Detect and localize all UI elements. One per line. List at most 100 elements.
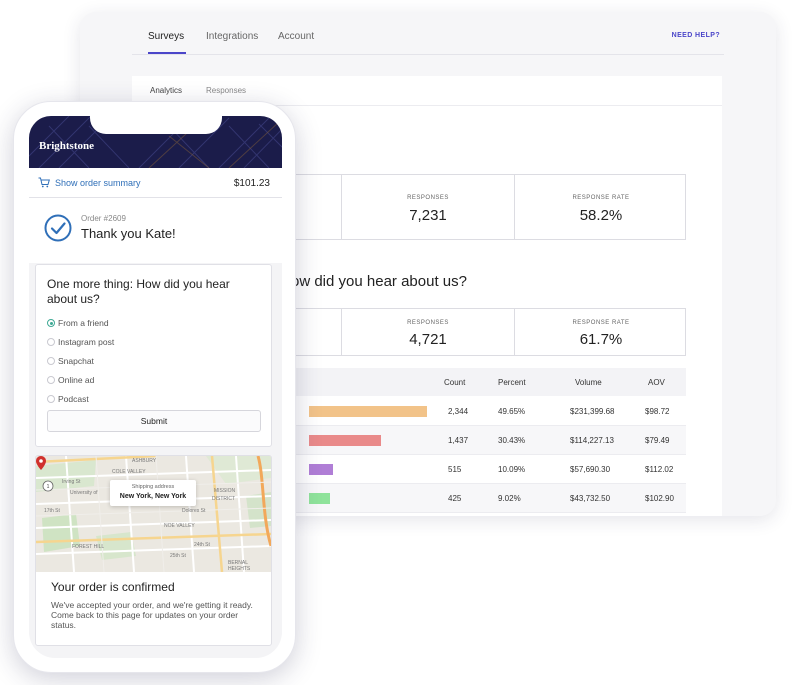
confirmation-text: We've accepted your order, and we're get… bbox=[51, 600, 253, 630]
brand-header: Brightstone bbox=[29, 116, 282, 168]
phone-mockup: Brightstone Show order summary $101.23 O… bbox=[13, 101, 296, 673]
phone-screen: Brightstone Show order summary $101.23 O… bbox=[29, 116, 282, 658]
submit-button[interactable]: Submit bbox=[47, 410, 261, 432]
need-help-link[interactable]: NEED HELP? bbox=[671, 32, 720, 39]
share-bar bbox=[309, 406, 427, 417]
map-graphic: ASHBURY COLE VALLEY Irving St University… bbox=[36, 456, 271, 572]
column-volume[interactable]: Volume bbox=[575, 378, 602, 387]
cell-volume: $57,690.30 bbox=[570, 465, 611, 474]
tab-integrations[interactable]: Integrations bbox=[206, 31, 259, 42]
radio-selected-icon[interactable] bbox=[47, 319, 55, 327]
map-label: ASHBURY bbox=[132, 458, 157, 464]
survey-card: One more thing: How did you hear about u… bbox=[35, 264, 272, 447]
radio-icon[interactable] bbox=[47, 395, 55, 403]
map-label: DISTRICT bbox=[212, 496, 235, 502]
stat-responses: RESPONSES 7,231 bbox=[342, 175, 515, 239]
confirmation-title: Your order is confirmed bbox=[51, 580, 175, 594]
radio-icon[interactable] bbox=[47, 357, 55, 365]
stat-label: RESPONSES bbox=[407, 195, 449, 201]
thank-you-message: Thank you Kate! bbox=[81, 226, 176, 241]
subtab-analytics[interactable]: Analytics bbox=[150, 86, 183, 95]
map-label: BERNAL bbox=[228, 560, 248, 566]
subtabs: Analytics Responses bbox=[132, 76, 722, 106]
radio-icon[interactable] bbox=[47, 376, 55, 384]
radio-icon[interactable] bbox=[47, 338, 55, 346]
stat-label: RESPONSE RATE bbox=[572, 320, 630, 326]
show-order-summary-link[interactable]: Show order summary bbox=[55, 178, 141, 188]
map-label: 24th St bbox=[194, 542, 210, 548]
order-number: Order #2609 bbox=[81, 214, 126, 223]
order-confirmation-card: ASHBURY COLE VALLEY Irving St University… bbox=[35, 455, 272, 646]
cell-percent: 9.02% bbox=[498, 494, 521, 503]
cell-aov: $112.02 bbox=[645, 465, 674, 474]
map-label: MISSION bbox=[214, 488, 236, 494]
cell-percent: 10.09% bbox=[498, 465, 526, 474]
phone-notch bbox=[90, 116, 222, 134]
stat-value: 61.7% bbox=[579, 331, 623, 348]
stat-value: 58.2% bbox=[579, 207, 623, 224]
survey-option-label: Snapchat bbox=[58, 356, 94, 366]
share-bar bbox=[309, 493, 330, 504]
table-row: 2,344 49.65% $231,399.68 $98.72 bbox=[230, 397, 686, 426]
stat-cell-hidden bbox=[231, 309, 342, 355]
stat-response-rate: RESPONSE RATE 58.2% bbox=[515, 175, 687, 239]
cell-count: 515 bbox=[448, 465, 462, 474]
stat-value: 4,721 bbox=[409, 331, 447, 348]
map-label: University of bbox=[70, 490, 98, 496]
shipping-address-value: New York, New York bbox=[119, 493, 187, 500]
survey-question: One more thing: How did you hear about u… bbox=[47, 277, 230, 306]
table-row: 515 10.09% $57,690.30 $112.02 bbox=[230, 455, 686, 484]
map-label: 25th St bbox=[170, 553, 186, 559]
shipping-address-tooltip: Shipping address New York, New York bbox=[110, 480, 196, 506]
map-pin-icon bbox=[36, 456, 46, 470]
cell-percent: 49.65% bbox=[498, 407, 526, 416]
stat-responses: RESPONSES 4,721 bbox=[342, 309, 515, 355]
brand-logo: Brightstone bbox=[39, 140, 94, 152]
map-label: HEIGHTS bbox=[228, 566, 251, 572]
survey-option-label: Online ad bbox=[58, 375, 95, 385]
stat-label: RESPONSES bbox=[407, 320, 449, 326]
order-total: $101.23 bbox=[233, 178, 270, 189]
tab-account[interactable]: Account bbox=[278, 31, 315, 42]
order-summary-bar[interactable]: Show order summary $101.23 bbox=[29, 168, 282, 198]
column-percent[interactable]: Percent bbox=[498, 378, 526, 387]
map-label: Irving St bbox=[62, 479, 81, 485]
map-label: NOE VALLEY bbox=[164, 523, 195, 529]
survey-option-label: Podcast bbox=[58, 394, 89, 404]
stat-value: 7,231 bbox=[409, 207, 447, 224]
cell-count: 425 bbox=[448, 494, 462, 503]
table-header: Count Percent Volume AOV bbox=[230, 368, 686, 396]
cell-volume: $114,227.13 bbox=[570, 436, 614, 445]
svg-text:1: 1 bbox=[47, 484, 50, 490]
survey-option-label: Instagram post bbox=[58, 337, 115, 347]
map-label: 17th St bbox=[44, 508, 60, 514]
cell-count: 2,344 bbox=[448, 407, 469, 416]
shipping-address-label: Shipping address bbox=[131, 484, 175, 490]
subtab-responses[interactable]: Responses bbox=[206, 86, 247, 95]
header-pattern bbox=[29, 116, 282, 168]
share-bar bbox=[309, 464, 333, 475]
overview-stats: RESPONSES 7,231 RESPONSE RATE 58.2% bbox=[230, 174, 686, 240]
nav-divider bbox=[132, 54, 724, 55]
survey-option-label: From a friend bbox=[58, 318, 109, 328]
share-bar bbox=[309, 435, 381, 446]
active-tab-indicator bbox=[148, 52, 186, 54]
thank-you-section: Order #2609 Thank you Kate! bbox=[29, 198, 282, 263]
column-aov[interactable]: AOV bbox=[648, 378, 665, 387]
top-navigation: Surveys Integrations Account NEED HELP? bbox=[80, 12, 776, 56]
cell-percent: 30.43% bbox=[498, 436, 526, 445]
stat-response-rate: RESPONSE RATE 61.7% bbox=[515, 309, 687, 355]
tab-surveys[interactable]: Surveys bbox=[148, 31, 185, 42]
cart-icon bbox=[38, 177, 50, 188]
map-label: FOREST HILL bbox=[72, 544, 104, 550]
map-label: COLE VALLEY bbox=[112, 469, 146, 475]
stat-cell-hidden bbox=[231, 175, 342, 239]
cell-aov: $102.90 bbox=[645, 494, 674, 503]
shipping-map[interactable]: ASHBURY COLE VALLEY Irving St University… bbox=[36, 456, 271, 572]
check-circle-icon bbox=[44, 214, 72, 242]
cell-aov: $98.72 bbox=[645, 407, 670, 416]
question-title: ow did you hear about us? bbox=[291, 273, 467, 290]
column-count[interactable]: Count bbox=[444, 378, 466, 387]
cell-volume: $43,732.50 bbox=[570, 494, 611, 503]
cell-aov: $79.49 bbox=[645, 436, 670, 445]
